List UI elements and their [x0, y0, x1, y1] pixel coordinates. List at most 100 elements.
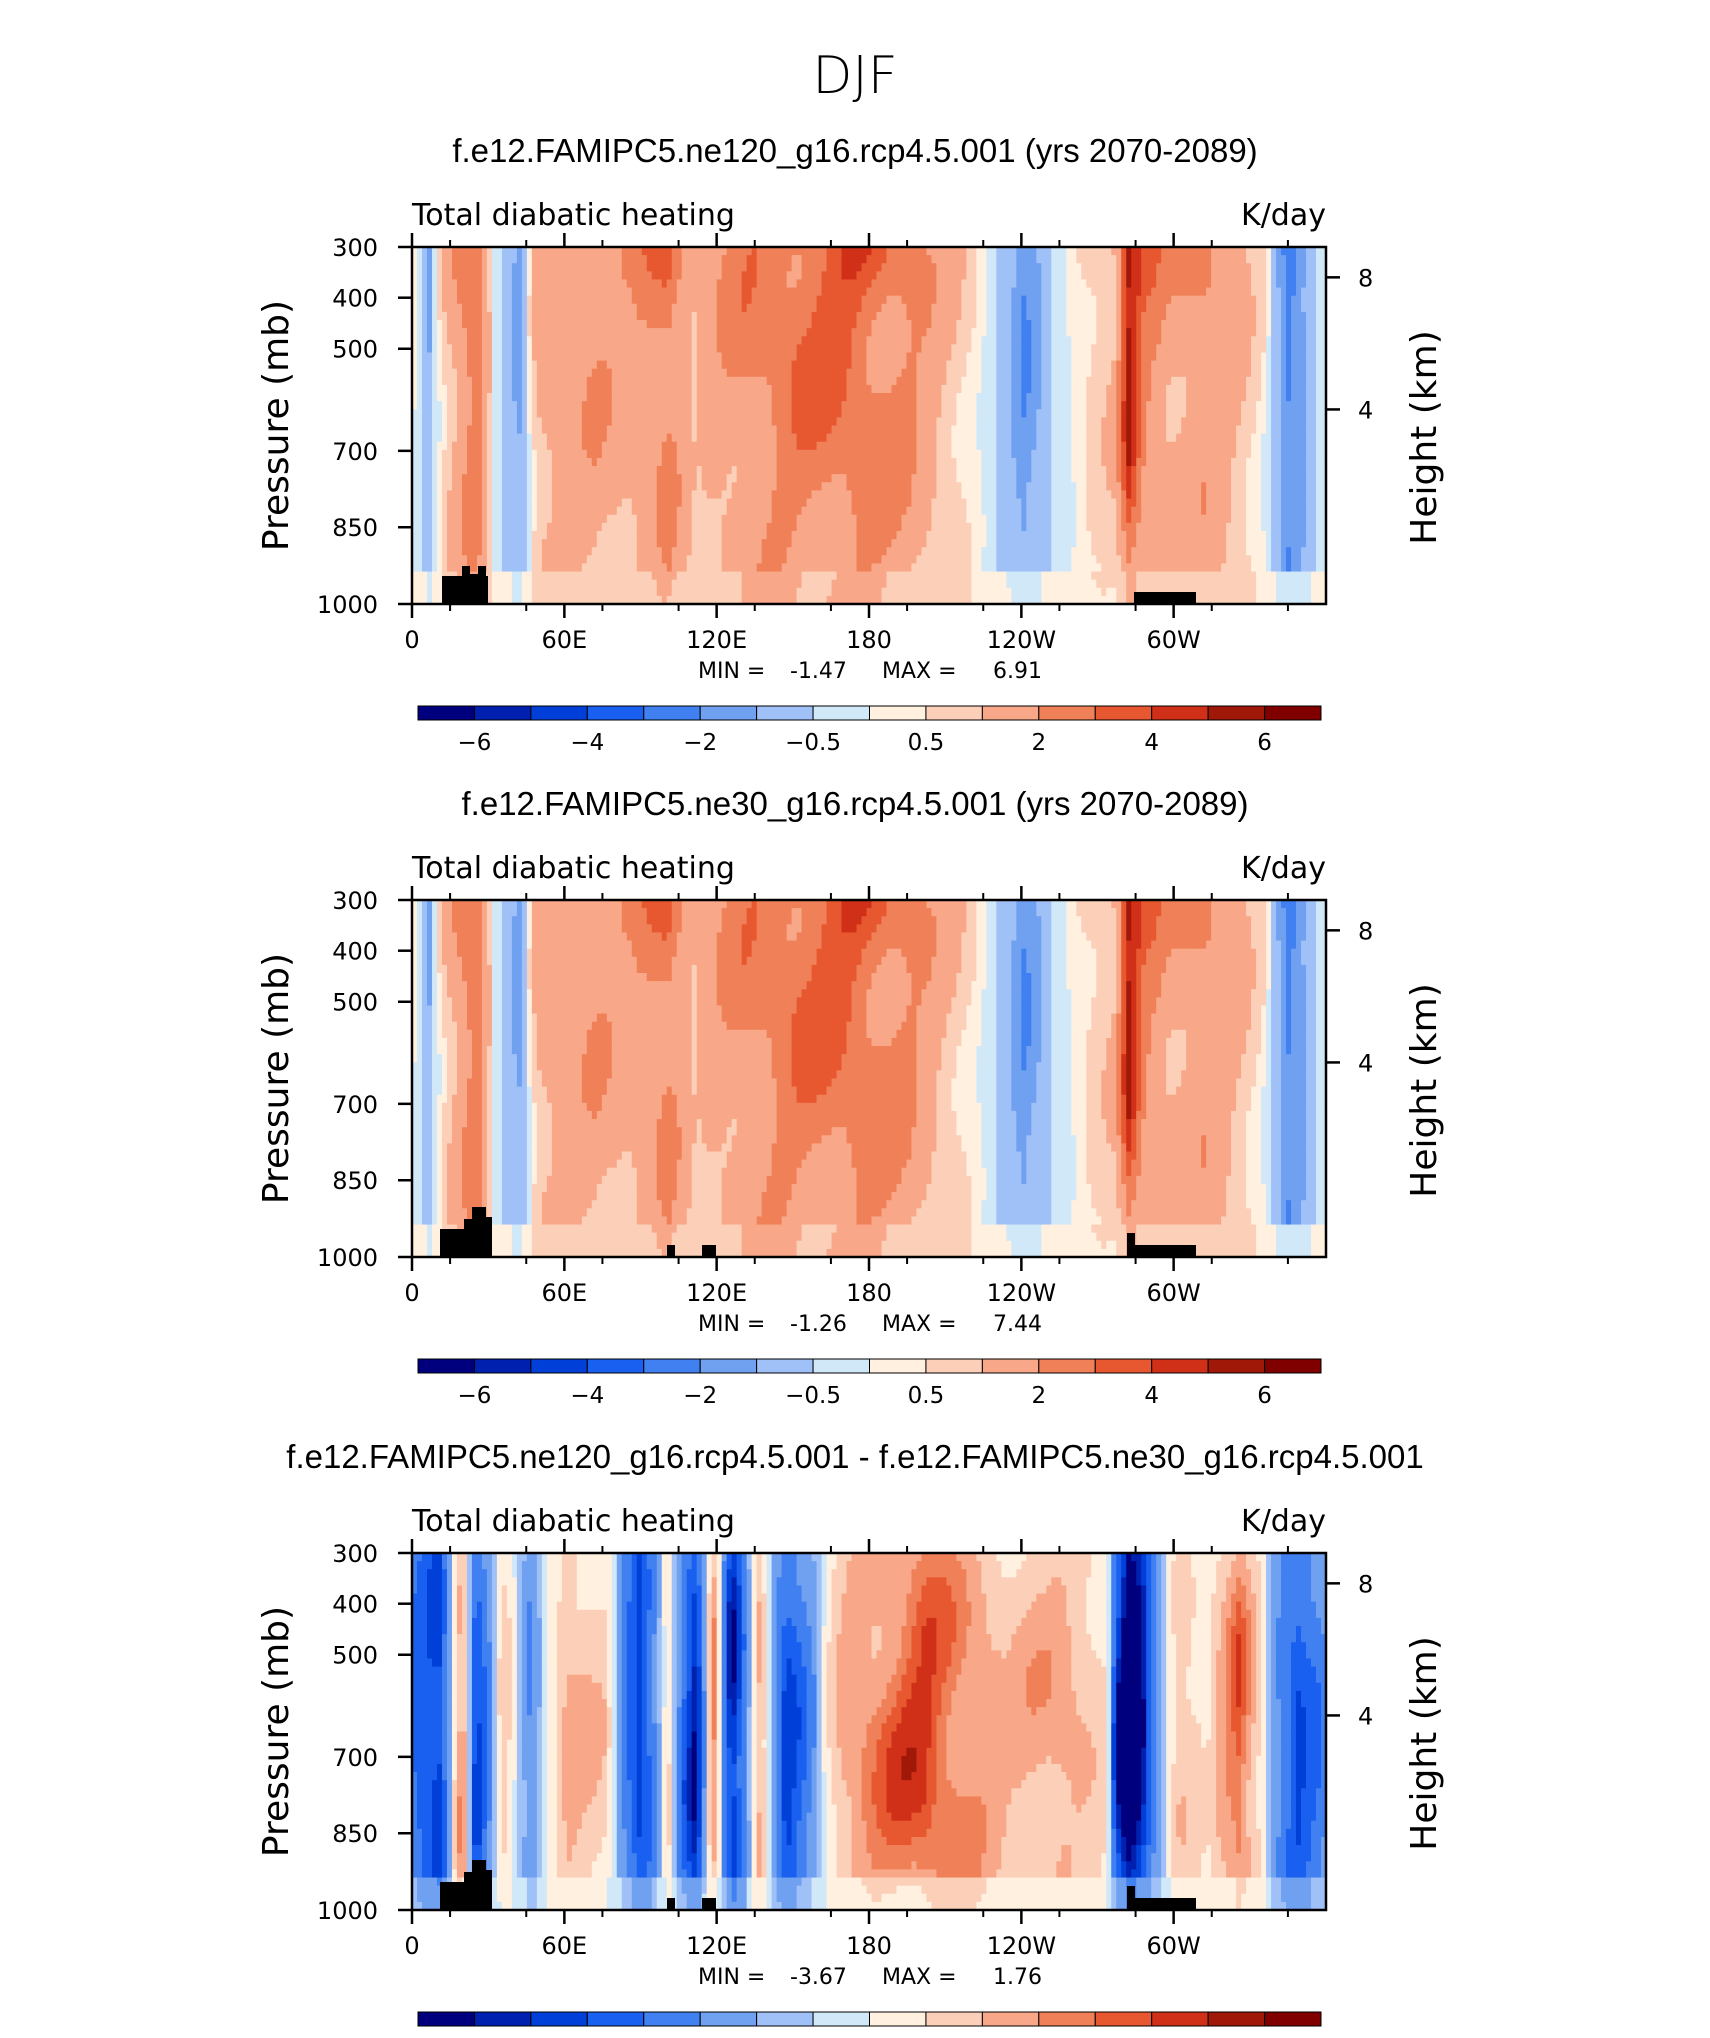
topography	[440, 1860, 1196, 1910]
x-tick-label: 60W	[1146, 626, 1200, 654]
units-label: K/day	[1241, 851, 1326, 886]
x-tick-label: 120W	[987, 626, 1057, 654]
colorbar-tick-label: 2	[1031, 1383, 1046, 1409]
y-right-tick-label: 8	[1358, 264, 1373, 292]
contour-field	[412, 1553, 1326, 1910]
panel-1: 0 60E 120E 180 120W 60W 300 400 500 700 850 1000 8 4 P…	[256, 132, 1445, 756]
colorbar-tick-label: −4	[570, 730, 604, 756]
y-axis-title: Pressure (mb)	[256, 1606, 297, 1857]
x-tick-label: 120W	[987, 1279, 1057, 1307]
colorbar-tick-label: 0.5	[908, 730, 945, 756]
x-tick-label: 120E	[686, 1932, 747, 1960]
max-value: 7.44	[993, 1312, 1042, 1337]
x-tick-label: 60W	[1146, 1279, 1200, 1307]
colorbar-tick-label: 0.9	[1077, 2036, 1114, 2038]
x-tick-label: 60E	[542, 1279, 588, 1307]
y-tick-label: 700	[332, 1091, 378, 1119]
panel-title: f.e12.FAMIPC5.ne120_g16.rcp4.5.001 (yrs …	[452, 132, 1257, 169]
panel-2: 0 60E 120E 180 120W 60W 300 400 500 700 850 1000 8 4 P…	[256, 785, 1445, 1409]
x-tick-label: 120E	[686, 626, 747, 654]
variable-label: Total diabatic heating	[411, 851, 735, 886]
max-label: MAX =	[882, 1965, 957, 1990]
colorbar-tick-label: −1.5	[503, 2036, 559, 2038]
units-label: K/day	[1241, 198, 1326, 233]
colorbar-tick-label: −0.5	[785, 730, 841, 756]
y-tick-label: 500	[332, 336, 378, 364]
x-tick-label: 180	[846, 626, 892, 654]
x-tick-label: 0	[404, 626, 419, 654]
y-tick-label: 300	[332, 234, 378, 262]
topography	[442, 566, 1196, 604]
colorbar-tick-label: −0.5	[785, 1383, 841, 1409]
colorbar-tick-label: −0.3	[729, 2036, 785, 2038]
colorbar-tick-label: 6	[1257, 1383, 1272, 1409]
y-axis-title: Pressure (mb)	[256, 953, 297, 1204]
max-value: 6.91	[993, 659, 1042, 684]
colorbar: −6 −4 −2 −0.5 0.5 2 4 6	[417, 705, 1322, 756]
y-tick-label: 850	[332, 1820, 378, 1848]
page-title: DJF	[812, 46, 897, 106]
max-label: MAX =	[882, 1312, 957, 1337]
x-tick-label: 180	[846, 1932, 892, 1960]
panel-3: 0 60E 120E 180 120W 60W 300 400 500 700 850 1000 8 4 P…	[256, 1438, 1445, 2038]
colorbar-tick-label: 4	[1144, 730, 1159, 756]
x-tick-label: 60W	[1146, 1932, 1200, 1960]
y-right-axis-title: Height (km)	[1404, 1636, 1445, 1850]
y-tick-label: 850	[332, 514, 378, 542]
colorbar-tick-label: 6	[1257, 730, 1272, 756]
y-tick-label: 400	[332, 285, 378, 313]
contour-field	[412, 247, 1326, 604]
y-tick-label: 850	[332, 1167, 378, 1195]
colorbar-tick-label: 0.5	[908, 1383, 945, 1409]
colorbar: −1.5 −0.9 −0.3 0 0.3 0.9 1.5	[417, 2011, 1322, 2038]
y-right-tick-label: 8	[1358, 1570, 1373, 1598]
y-tick-label: 500	[332, 989, 378, 1017]
y-tick-label: 700	[332, 1744, 378, 1772]
y-right-axis-title: Height (km)	[1404, 330, 1445, 544]
x-tick-label: 0	[404, 1932, 419, 1960]
x-tick-label: 0	[404, 1279, 419, 1307]
colorbar-tick-label: −6	[457, 1383, 491, 1409]
colorbar-tick-label: −0.9	[616, 2036, 672, 2038]
max-value: 1.76	[993, 1965, 1042, 1990]
units-label: K/day	[1241, 1504, 1326, 1539]
x-tick-label: 120E	[686, 1279, 747, 1307]
y-tick-label: 400	[332, 938, 378, 966]
min-value: -1.26	[790, 1312, 847, 1337]
y-right-tick-label: 4	[1358, 1049, 1373, 1077]
colorbar-tick-label: −6	[457, 730, 491, 756]
y-right-tick-label: 8	[1358, 917, 1373, 945]
colorbar-tick-label: 0	[862, 2036, 877, 2038]
panel-title: f.e12.FAMIPC5.ne120_g16.rcp4.5.001 - f.e…	[286, 1438, 1423, 1475]
x-tick-label: 60E	[542, 1932, 588, 1960]
y-right-tick-label: 4	[1358, 1702, 1373, 1730]
topography	[440, 1207, 1196, 1257]
y-tick-label: 300	[332, 887, 378, 915]
y-tick-label: 300	[332, 1540, 378, 1568]
colorbar-tick-label: 0.3	[964, 2036, 1001, 2038]
y-tick-label: 1000	[317, 1244, 378, 1272]
y-tick-label: 400	[332, 1591, 378, 1619]
variable-label: Total diabatic heating	[411, 1504, 735, 1539]
min-label: MIN =	[698, 1965, 765, 1990]
colorbar-tick-label: 4	[1144, 1383, 1159, 1409]
y-right-tick-label: 4	[1358, 396, 1373, 424]
colorbar-tick-label: −2	[683, 730, 717, 756]
min-label: MIN =	[698, 1312, 765, 1337]
colorbar: −6 −4 −2 −0.5 0.5 2 4 6	[417, 1358, 1322, 1409]
y-tick-label: 500	[332, 1642, 378, 1670]
colorbar-tick-label: 2	[1031, 730, 1046, 756]
x-tick-label: 180	[846, 1279, 892, 1307]
y-axis-title: Pressure (mb)	[256, 300, 297, 551]
contour-field	[412, 900, 1326, 1257]
y-tick-label: 700	[332, 438, 378, 466]
panel-title: f.e12.FAMIPC5.ne30_g16.rcp4.5.001 (yrs 2…	[462, 785, 1249, 822]
x-tick-label: 120W	[987, 1932, 1057, 1960]
x-tick-label: 60E	[542, 626, 588, 654]
y-right-axis-title: Height (km)	[1404, 983, 1445, 1197]
min-value: -1.47	[790, 659, 847, 684]
y-tick-label: 1000	[317, 1897, 378, 1925]
colorbar-tick-label: 1.5	[1190, 2036, 1227, 2038]
variable-label: Total diabatic heating	[411, 198, 735, 233]
